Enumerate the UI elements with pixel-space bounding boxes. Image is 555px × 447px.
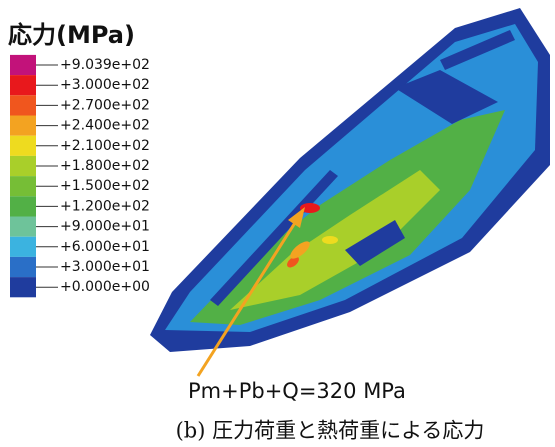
- legend: +9.039e+02 +3.000e+02 +2.700e+02 +2.400e+02…: [10, 55, 150, 297]
- legend-label: +1.200e+02: [60, 198, 150, 214]
- caption: (b) 圧力荷重と熱荷重による応力: [176, 419, 485, 443]
- color-swatch: [10, 136, 36, 156]
- legend-label: +0.000e+00: [60, 279, 150, 295]
- legend-label: +3.000e+02: [60, 77, 150, 93]
- annotation: Pm+Pb+Q=320 MPa: [188, 379, 406, 403]
- legend-label: +9.000e+01: [60, 219, 150, 235]
- legend-label: +2.700e+02: [60, 97, 150, 113]
- legend-label: +3.000e+01: [60, 259, 150, 275]
- figure: 応力(MPa) +9.039e+02 +3.000e+02 +2.700e+02 +2…: [0, 0, 555, 447]
- color-swatch: [10, 75, 36, 95]
- color-swatch: [10, 196, 36, 216]
- legend-label: +9.039e+02: [60, 57, 150, 73]
- color-swatch: [10, 257, 36, 277]
- fea-model: [150, 8, 550, 376]
- legend-label: +2.100e+02: [60, 138, 150, 154]
- color-swatch: [10, 95, 36, 115]
- legend-label: +6.000e+01: [60, 239, 150, 255]
- color-swatch: [10, 116, 36, 136]
- color-swatch: [10, 176, 36, 196]
- legend-label: +1.500e+02: [60, 178, 150, 194]
- legend-label: +1.800e+02: [60, 158, 150, 174]
- color-swatch: [10, 217, 36, 237]
- color-swatch: [10, 156, 36, 176]
- color-swatch: [10, 237, 36, 257]
- legend-title: 応力(MPa): [8, 21, 135, 49]
- color-swatch: [10, 277, 36, 297]
- legend-label: +2.400e+02: [60, 118, 150, 134]
- color-swatch: [10, 55, 36, 75]
